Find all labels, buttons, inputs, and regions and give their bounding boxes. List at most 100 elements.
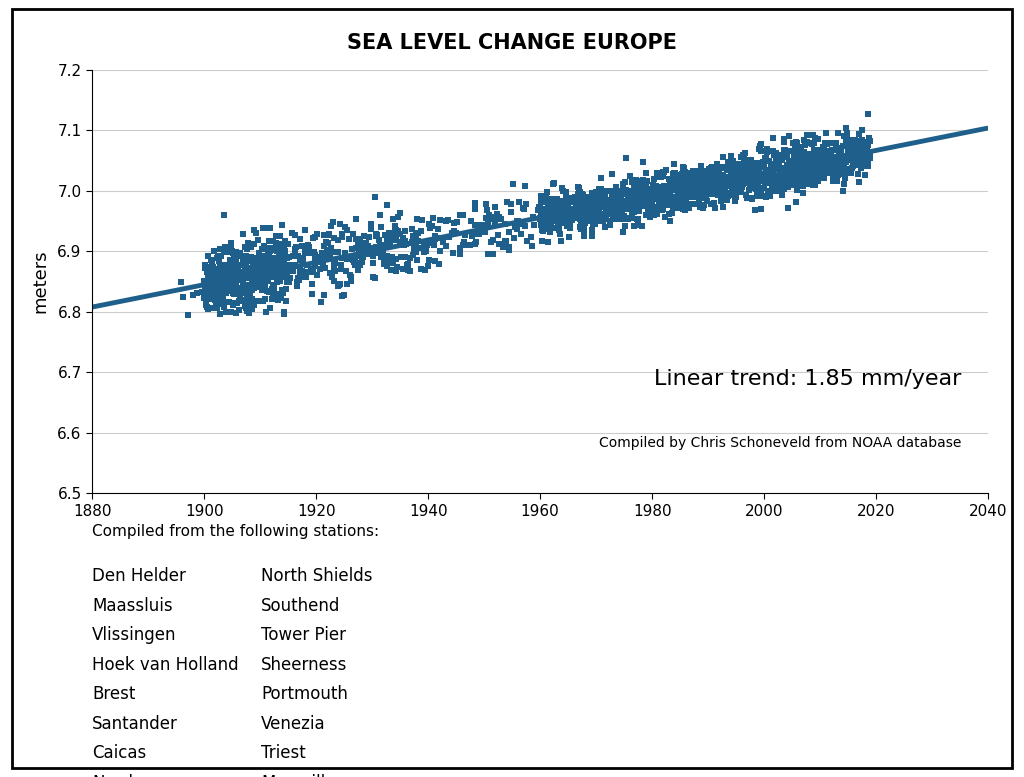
Point — [558, 204, 574, 216]
Point — [627, 192, 643, 204]
Point — [285, 249, 301, 262]
Point — [297, 224, 313, 236]
Point — [427, 232, 443, 245]
Point — [408, 227, 424, 239]
Point — [790, 159, 806, 171]
Point — [429, 232, 445, 244]
Point — [540, 221, 556, 234]
Point — [601, 214, 617, 227]
Point — [587, 218, 603, 230]
Y-axis label: meters: meters — [31, 250, 49, 313]
Point — [254, 263, 270, 276]
Point — [601, 203, 617, 215]
Point — [719, 176, 735, 189]
Point — [609, 186, 626, 198]
Point — [229, 268, 246, 280]
Point — [243, 287, 259, 300]
Point — [224, 257, 241, 270]
Point — [210, 286, 226, 298]
Text: Brest: Brest — [92, 685, 135, 703]
Point — [587, 210, 603, 222]
Point — [592, 186, 608, 198]
Point — [841, 163, 857, 176]
Point — [786, 143, 803, 155]
Point — [658, 192, 675, 204]
Point — [224, 298, 241, 311]
Point — [624, 193, 640, 205]
Point — [345, 256, 361, 269]
Point — [269, 274, 286, 287]
Point — [413, 225, 429, 237]
Point — [691, 166, 708, 178]
Point — [765, 145, 781, 157]
Point — [825, 152, 842, 164]
Point — [536, 203, 552, 215]
Point — [656, 195, 673, 207]
Point — [534, 222, 550, 235]
Point — [632, 193, 648, 206]
Point — [218, 265, 234, 277]
Point — [831, 159, 848, 172]
Point — [624, 209, 640, 221]
Point — [579, 194, 595, 207]
Point — [379, 260, 395, 273]
Point — [360, 239, 377, 252]
Point — [718, 172, 734, 184]
Point — [655, 187, 672, 200]
Point — [401, 252, 418, 264]
Point — [786, 171, 803, 183]
Point — [667, 190, 683, 203]
Point — [258, 270, 274, 282]
Point — [545, 200, 561, 212]
Point — [367, 272, 383, 284]
Point — [584, 200, 600, 213]
Point — [798, 157, 814, 169]
Point — [552, 197, 568, 209]
Point — [769, 182, 785, 194]
Point — [404, 235, 421, 248]
Point — [397, 225, 414, 238]
Point — [662, 207, 678, 220]
Point — [232, 274, 249, 286]
Point — [806, 175, 822, 187]
Point — [748, 176, 764, 188]
Point — [580, 198, 596, 211]
Point — [654, 193, 671, 205]
Point — [601, 218, 617, 231]
Point — [790, 179, 806, 192]
Point — [861, 148, 878, 161]
Point — [510, 214, 526, 227]
Point — [699, 188, 716, 200]
Point — [628, 198, 644, 211]
Point — [257, 274, 273, 287]
Point — [418, 245, 434, 257]
Point — [725, 184, 741, 197]
Point — [691, 166, 708, 179]
Point — [536, 218, 552, 230]
Point — [250, 280, 266, 293]
Point — [633, 197, 649, 209]
Point — [254, 253, 270, 265]
Point — [585, 218, 601, 230]
Point — [835, 158, 851, 170]
Point — [228, 282, 245, 294]
Point — [417, 245, 433, 257]
Point — [675, 170, 691, 183]
Point — [427, 255, 443, 267]
Point — [560, 196, 577, 208]
Point — [790, 169, 806, 182]
Point — [733, 172, 750, 185]
Point — [730, 158, 746, 170]
Point — [279, 270, 295, 283]
Point — [548, 214, 564, 227]
Point — [204, 257, 220, 270]
Point — [222, 253, 239, 266]
Point — [632, 187, 648, 200]
Point — [668, 174, 684, 186]
Point — [768, 159, 784, 171]
Point — [534, 222, 550, 235]
Point — [737, 176, 754, 188]
Point — [299, 259, 315, 271]
Point — [409, 212, 425, 225]
Point — [822, 166, 839, 178]
